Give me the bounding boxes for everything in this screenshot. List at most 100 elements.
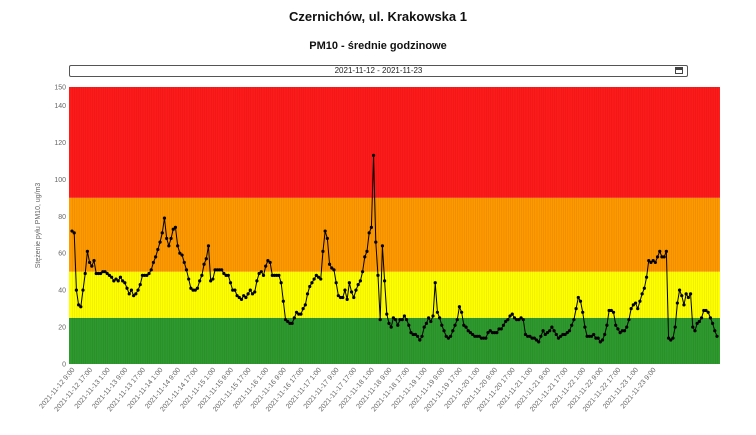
data-point xyxy=(706,310,710,314)
data-point xyxy=(675,301,679,305)
data-point xyxy=(314,273,318,277)
data-point xyxy=(420,334,424,338)
data-point xyxy=(134,292,138,296)
data-point xyxy=(576,295,580,300)
data-point xyxy=(464,325,468,329)
data-point xyxy=(81,288,85,292)
data-point xyxy=(682,303,686,307)
data-point xyxy=(136,288,140,292)
data-point xyxy=(457,305,462,309)
data-point xyxy=(77,303,81,307)
data-point xyxy=(162,216,167,220)
calendar-icon[interactable] xyxy=(675,67,683,74)
data-point xyxy=(283,318,288,322)
data-point xyxy=(642,286,646,290)
data-point xyxy=(374,240,378,244)
data-point xyxy=(618,331,622,335)
data-point xyxy=(92,258,96,263)
data-point xyxy=(151,260,156,265)
data-point xyxy=(310,281,314,285)
data-point xyxy=(431,314,435,318)
data-point xyxy=(371,153,376,157)
data-point xyxy=(242,294,246,298)
pm10-series-points xyxy=(70,153,719,344)
data-point xyxy=(158,240,162,244)
data-point xyxy=(308,284,312,289)
data-point xyxy=(451,329,455,333)
data-point xyxy=(312,277,316,281)
data-point xyxy=(204,257,208,261)
data-point xyxy=(268,260,272,265)
data-point xyxy=(277,273,281,277)
data-point xyxy=(539,334,543,338)
data-point xyxy=(369,225,373,229)
data-point xyxy=(248,288,252,292)
y-tick-label: 40 xyxy=(58,288,66,295)
data-point xyxy=(189,286,193,290)
data-point xyxy=(345,297,349,301)
data-point xyxy=(272,273,277,277)
data-point xyxy=(653,260,657,265)
data-point xyxy=(239,297,244,301)
data-point xyxy=(275,273,279,277)
data-point xyxy=(515,318,519,322)
data-point xyxy=(352,295,356,300)
date-range-picker[interactable]: 2021-11-12 - 2021-11-23 xyxy=(69,65,688,77)
data-point xyxy=(631,303,635,307)
data-point xyxy=(616,327,620,331)
data-point xyxy=(713,329,717,333)
data-point xyxy=(356,282,360,287)
data-point xyxy=(671,336,675,340)
data-point xyxy=(259,270,263,274)
data-point xyxy=(116,279,120,283)
data-point xyxy=(504,319,508,324)
data-point xyxy=(433,281,437,285)
data-point xyxy=(609,308,613,313)
data-point xyxy=(215,268,219,272)
data-point xyxy=(640,292,644,296)
data-point xyxy=(686,295,690,300)
data-point xyxy=(664,249,668,253)
data-point xyxy=(649,260,653,265)
data-point xyxy=(477,334,481,338)
data-point xyxy=(693,329,697,333)
data-point xyxy=(449,334,453,338)
data-point xyxy=(473,334,477,338)
data-point xyxy=(460,310,464,314)
data-point xyxy=(297,312,301,316)
data-point xyxy=(198,279,202,283)
data-point xyxy=(627,318,631,322)
data-point xyxy=(176,244,180,248)
data-point xyxy=(83,271,87,276)
data-point xyxy=(299,312,303,316)
data-point xyxy=(114,277,118,281)
data-point xyxy=(325,236,329,241)
data-point xyxy=(545,331,550,335)
data-point xyxy=(429,319,433,324)
data-point xyxy=(160,231,164,235)
data-point xyxy=(387,321,391,325)
data-point xyxy=(691,325,695,329)
data-point xyxy=(250,292,255,296)
data-point xyxy=(394,318,398,322)
data-point xyxy=(708,316,712,320)
data-point xyxy=(257,271,261,276)
data-point xyxy=(541,329,545,333)
data-point xyxy=(224,273,228,277)
data-point xyxy=(563,332,567,337)
data-point xyxy=(695,321,699,325)
data-point xyxy=(341,295,345,300)
data-point xyxy=(376,273,380,277)
data-point xyxy=(658,249,662,253)
data-point xyxy=(171,227,175,231)
data-point xyxy=(147,271,151,276)
data-point xyxy=(508,314,512,318)
data-point xyxy=(633,301,638,305)
data-point xyxy=(486,331,490,335)
data-point xyxy=(422,325,426,329)
data-point xyxy=(578,299,583,303)
data-point xyxy=(570,323,574,327)
threshold-bands xyxy=(69,87,720,364)
data-point xyxy=(398,318,402,322)
data-point xyxy=(187,277,191,281)
